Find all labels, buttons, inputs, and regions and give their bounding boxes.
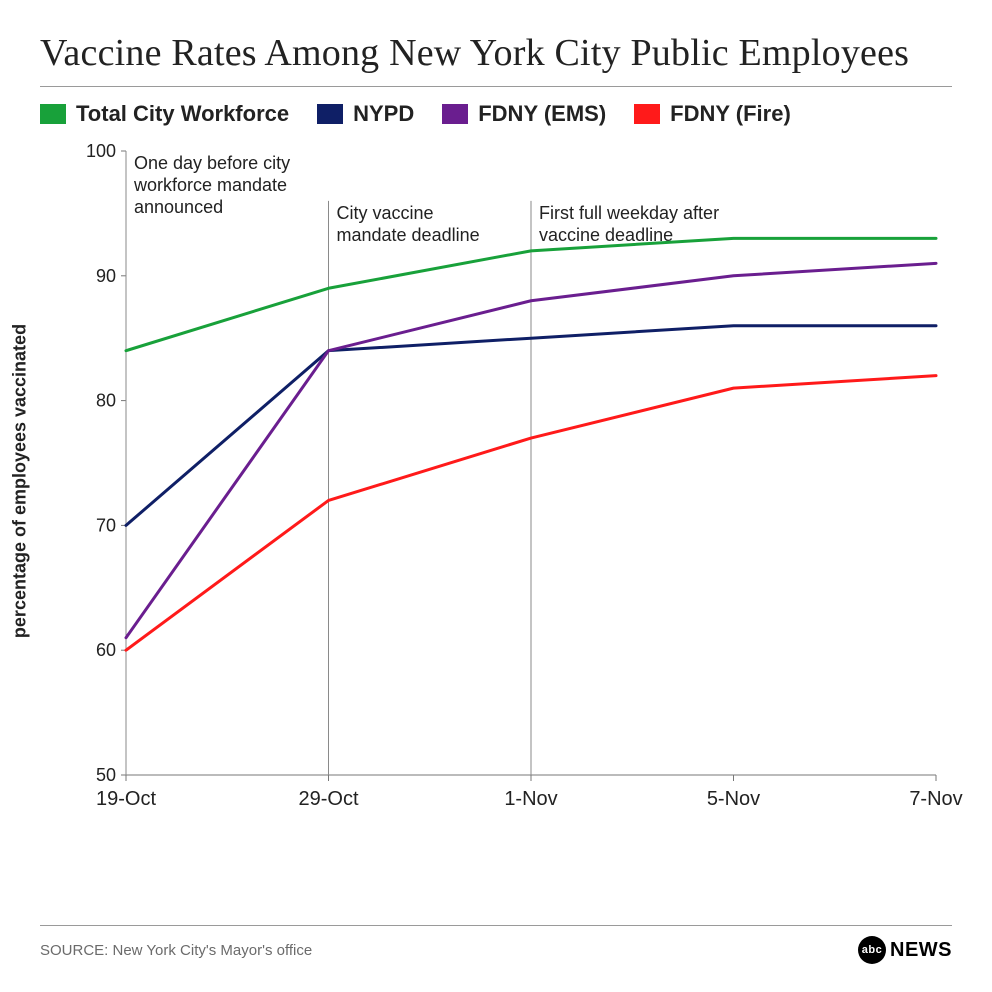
y-tick-label: 80 [96, 390, 116, 410]
source-text: SOURCE: New York City's Mayor's office [40, 942, 312, 959]
annotation-text: First full weekday after [539, 203, 719, 223]
y-tick-label: 60 [96, 640, 116, 660]
line-chart: 506070809010019-Oct29-Oct1-Nov5-Nov7-Nov… [80, 131, 952, 831]
title-divider [40, 86, 952, 87]
x-tick-label: 1-Nov [504, 788, 557, 810]
legend-swatch [634, 104, 660, 124]
y-tick-label: 70 [96, 515, 116, 535]
abc-logo-text: NEWS [890, 939, 952, 962]
annotation-text: announced [134, 197, 223, 217]
annotation-text: mandate deadline [337, 225, 480, 245]
x-tick-label: 29-Oct [298, 788, 358, 810]
y-tick-label: 100 [86, 141, 116, 161]
y-tick-label: 90 [96, 265, 116, 285]
chart-title: Vaccine Rates Among New York City Public… [40, 32, 952, 76]
abc-logo-circle: abc [858, 936, 886, 964]
y-tick-label: 50 [96, 765, 116, 785]
annotation-text: workforce mandate [133, 175, 287, 195]
footer: SOURCE: New York City's Mayor's office a… [40, 925, 952, 964]
abc-news-logo: abc NEWS [858, 936, 952, 964]
annotation-text: One day before city [134, 153, 290, 173]
legend: Total City Workforce NYPD FDNY (EMS) FDNY (… [40, 101, 952, 127]
x-tick-label: 19-Oct [96, 788, 156, 810]
chart-area: percentage of employees vaccinated 50607… [40, 131, 952, 831]
annotation-text: City vaccine [337, 203, 434, 223]
legend-label: NYPD [353, 101, 414, 127]
chart-card: Vaccine Rates Among New York City Public… [0, 0, 992, 992]
legend-label: FDNY (EMS) [478, 101, 606, 127]
legend-label: FDNY (Fire) [670, 101, 791, 127]
legend-item: FDNY (EMS) [442, 101, 606, 127]
legend-swatch [442, 104, 468, 124]
x-tick-label: 5-Nov [707, 788, 760, 810]
legend-label: Total City Workforce [76, 101, 289, 127]
legend-item: NYPD [317, 101, 414, 127]
y-axis-label: percentage of employees vaccinated [10, 324, 31, 638]
legend-swatch [317, 104, 343, 124]
x-tick-label: 7-Nov [909, 788, 962, 810]
legend-item: Total City Workforce [40, 101, 289, 127]
legend-swatch [40, 104, 66, 124]
legend-item: FDNY (Fire) [634, 101, 791, 127]
